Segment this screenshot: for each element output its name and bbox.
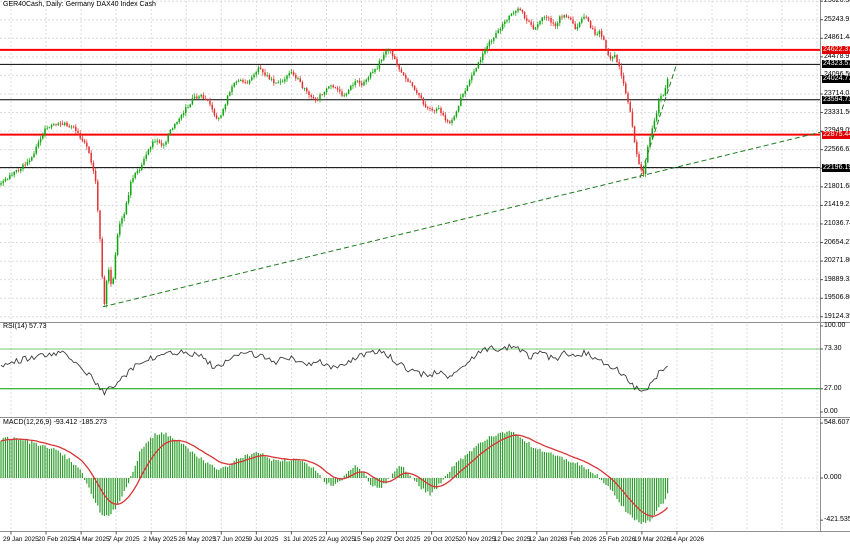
date-tick-label: 26 May 2025 <box>178 536 216 543</box>
axis-tick-label: 23714.03 <box>824 89 850 97</box>
axis-tick-label: 23331.56 <box>824 108 850 116</box>
axis-tick-label: 21801.68 <box>824 182 850 190</box>
price-line-badge: 23594.73 <box>822 95 850 104</box>
axis-tick-label: 19506.86 <box>824 294 850 302</box>
date-tick-label: 22 Aug 2025 <box>318 536 355 543</box>
price-line-badge: 22196.19 <box>822 163 850 172</box>
date-tick-label: 2 May 2025 <box>143 536 178 543</box>
price-line-badge: 22875.44 <box>822 130 850 139</box>
axis-tick-label: 0.00 <box>824 408 838 415</box>
axis-tick-label: -421.535 <box>824 516 850 524</box>
axis-tick-label: 27.00 <box>824 384 842 392</box>
axis-tick-label: 0.000 <box>824 474 842 481</box>
axis-tick-label: 22566.62 <box>824 145 850 153</box>
axis-tick-label: 73.30 <box>824 344 842 352</box>
axis-tick-label: 19124.39 <box>824 312 850 320</box>
date-tick-label: 15 Sep 2025 <box>353 536 391 543</box>
date-tick-label: 14 Apr 2026 <box>668 536 704 543</box>
axis-tick-label: 100.00 <box>824 322 846 329</box>
price-line-badge: 24024.77 <box>822 74 850 83</box>
date-tick-label: 20 Nov 2025 <box>458 536 496 543</box>
date-tick-label: 14 Mar 2025 <box>73 536 110 543</box>
axis-tick-label: 25626.38 <box>824 0 850 5</box>
axis-tick-label: 19889.33 <box>824 275 850 283</box>
axis-tick-label: 548.607 <box>824 419 850 427</box>
date-tick-label: 31 Jul 2025 <box>283 536 318 543</box>
date-tick-label: 25 Feb 2026 <box>598 536 636 543</box>
axis-tick-label: 22949.09 <box>824 127 850 134</box>
date-tick-label: 19 Mar 2026 <box>633 536 671 543</box>
date-tick-label: 29 Jan 2025 <box>3 536 39 543</box>
price-line-badge: 24622.37 <box>822 45 850 54</box>
axis-tick-label: 24861.44 <box>824 34 850 42</box>
date-tick-label: 7 Apr 2025 <box>108 536 140 543</box>
axis-tick-label: 21036.74 <box>824 219 850 227</box>
date-tick-label: 12 Jan 2026 <box>528 536 565 543</box>
axis-tick-label: 20271.80 <box>824 257 850 265</box>
date-tick-label: 17 Jun 2025 <box>213 536 250 543</box>
axis-tick-label: 24478.97 <box>824 52 850 60</box>
date-tick-label: 7 Oct 2025 <box>388 536 421 543</box>
price-line-badge: 24323.57 <box>822 60 850 69</box>
axis-tick-label: 25243.91 <box>824 15 850 23</box>
date-tick-label: 3 Feb 2026 <box>563 536 597 543</box>
chart-title: GER40Cash, Daily: Germany DAX40 Index Ca… <box>3 1 156 8</box>
axis-tick-label: 20654.27 <box>824 238 850 246</box>
date-tick-label: 29 Oct 2025 <box>423 536 460 543</box>
date-tick-label: 12 Dec 2025 <box>493 536 531 543</box>
macd-indicator-label: MACD(12,26,9) -93.412 -185.273 <box>3 419 107 426</box>
date-tick-label: 9 Jul 2025 <box>248 536 279 543</box>
rsi-indicator-label: RSI(14) 57.73 <box>3 323 47 330</box>
date-tick-label: 20 Feb 2025 <box>38 536 75 543</box>
axis-tick-label: 21419.21 <box>824 201 850 209</box>
